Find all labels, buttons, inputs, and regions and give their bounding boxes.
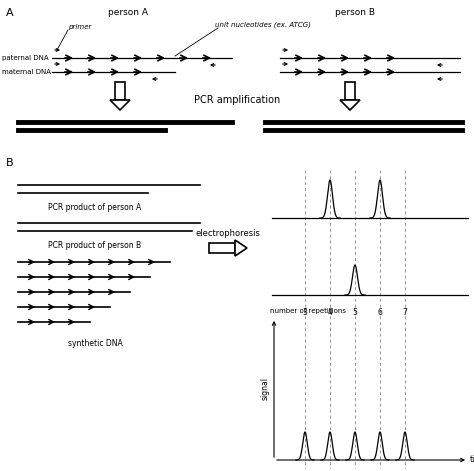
- Text: 7: 7: [402, 308, 408, 317]
- Text: PCR product of person A: PCR product of person A: [48, 203, 142, 212]
- Text: 3: 3: [302, 308, 308, 317]
- Text: person B: person B: [335, 8, 375, 17]
- Polygon shape: [110, 100, 130, 110]
- Text: PCR amplification: PCR amplification: [194, 95, 280, 105]
- Text: primer: primer: [68, 24, 91, 30]
- Text: synthetic DNA: synthetic DNA: [68, 339, 122, 348]
- Bar: [209, 243, 235, 253]
- Bar: [345, 82, 355, 100]
- Text: electrophoresis: electrophoresis: [196, 229, 260, 238]
- Polygon shape: [340, 100, 360, 110]
- Text: 6: 6: [378, 308, 383, 317]
- Text: maternal DNA: maternal DNA: [2, 69, 51, 75]
- Text: A: A: [6, 8, 14, 18]
- Text: 4: 4: [328, 308, 332, 317]
- Text: 5: 5: [353, 308, 357, 317]
- Text: signal: signal: [261, 377, 270, 400]
- Text: time: time: [470, 455, 474, 464]
- Text: person A: person A: [108, 8, 148, 17]
- Text: unit nucleotides (ex. ATCG): unit nucleotides (ex. ATCG): [215, 21, 311, 28]
- Text: B: B: [6, 158, 14, 168]
- Text: PCR product of person B: PCR product of person B: [48, 241, 142, 250]
- Bar: [115, 82, 125, 100]
- Text: paternal DNA: paternal DNA: [2, 55, 49, 61]
- Polygon shape: [235, 240, 247, 256]
- Text: number of repetitions: number of repetitions: [270, 308, 346, 314]
